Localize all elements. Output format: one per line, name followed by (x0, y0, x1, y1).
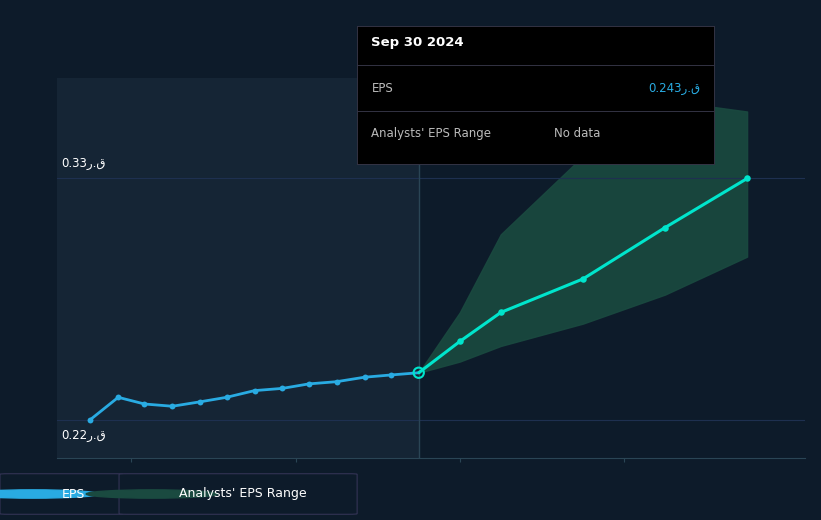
Point (330, 378, 343, 386)
Point (494, 308, 507, 317)
Text: EPS: EPS (62, 488, 85, 500)
Point (248, 386, 261, 395)
Text: Actual: Actual (374, 87, 410, 100)
Point (166, 402, 179, 410)
Text: Analysts Forecasts: Analysts Forecasts (427, 87, 537, 100)
Point (194, 398, 207, 406)
Text: 0.22ر.ق: 0.22ر.ق (61, 428, 106, 441)
Point (112, 393, 125, 401)
Text: Sep 30 2024: Sep 30 2024 (371, 36, 464, 49)
Point (84, 415, 97, 424)
Point (302, 380, 315, 388)
Point (658, 224, 672, 232)
Point (453, 337, 466, 346)
Point (576, 275, 589, 283)
Point (358, 373, 371, 381)
FancyBboxPatch shape (119, 474, 357, 514)
Circle shape (0, 490, 99, 498)
Text: EPS: EPS (371, 82, 393, 95)
Point (138, 400, 151, 408)
Text: 0.243ر.ق: 0.243ر.ق (648, 82, 700, 95)
Text: 0.33ر.ق: 0.33ر.ق (61, 157, 105, 170)
Bar (57, 78, 419, 458)
Point (276, 384, 289, 393)
Text: Analysts' EPS Range: Analysts' EPS Range (371, 127, 492, 140)
Point (741, 174, 754, 183)
Text: Analysts' EPS Range: Analysts' EPS Range (179, 488, 306, 500)
Text: No data: No data (553, 127, 600, 140)
FancyBboxPatch shape (0, 474, 123, 514)
Point (384, 371, 397, 379)
Circle shape (86, 490, 218, 498)
Point (412, 369, 425, 377)
Point (220, 393, 233, 401)
